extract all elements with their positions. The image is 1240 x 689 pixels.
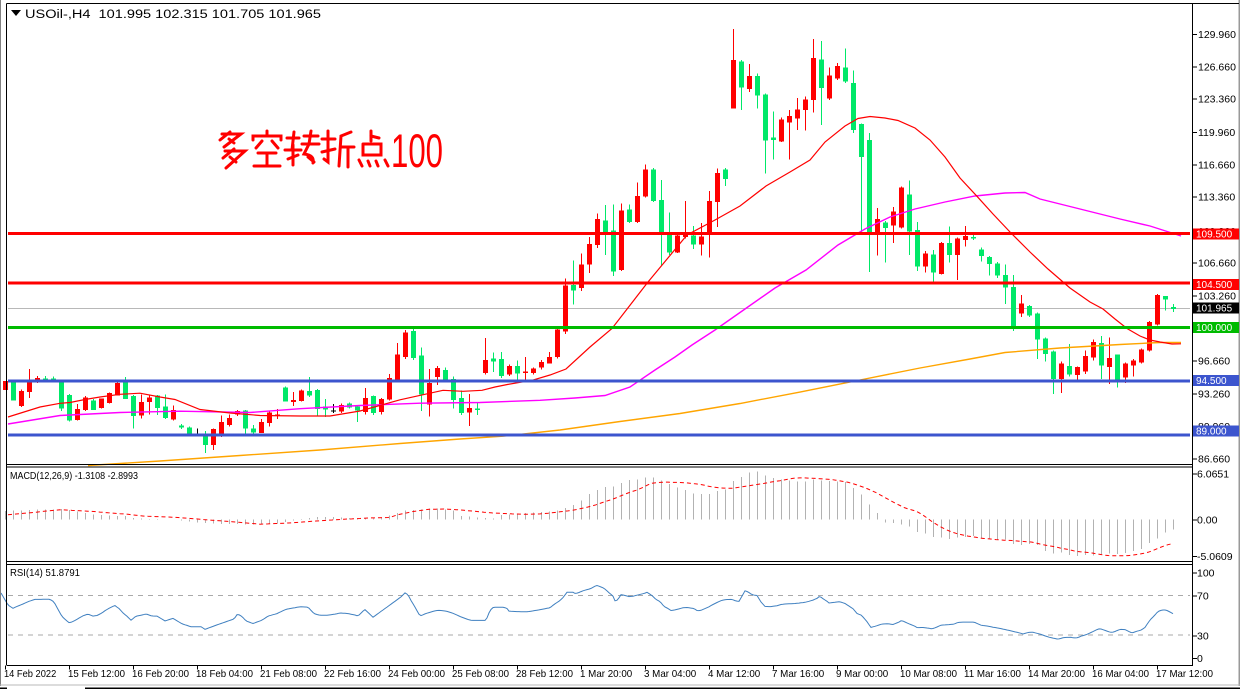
svg-text:0.00: 0.00 xyxy=(1197,515,1218,527)
svg-text:RSI(14) 51.8791: RSI(14) 51.8791 xyxy=(10,567,80,579)
svg-text:104.500: 104.500 xyxy=(1196,280,1233,291)
svg-text:9 Mar 00:00: 9 Mar 00:00 xyxy=(836,668,888,680)
svg-text:1 Mar 20:00: 1 Mar 20:00 xyxy=(580,668,632,680)
svg-text:116.660: 116.660 xyxy=(1198,159,1235,171)
svg-text:14 Feb 2022: 14 Feb 2022 xyxy=(4,668,56,680)
svg-text:109.500: 109.500 xyxy=(1196,229,1233,240)
svg-text:70: 70 xyxy=(1197,591,1209,603)
svg-text:100: 100 xyxy=(391,124,443,177)
svg-text:17 Mar 12:00: 17 Mar 12:00 xyxy=(1156,668,1213,680)
svg-text:16 Feb 20:00: 16 Feb 20:00 xyxy=(132,668,189,680)
svg-text:10 Mar 08:00: 10 Mar 08:00 xyxy=(900,668,957,680)
svg-text:24 Feb 00:00: 24 Feb 00:00 xyxy=(388,668,445,680)
svg-text:103.260: 103.260 xyxy=(1198,291,1236,303)
svg-text:101.965: 101.965 xyxy=(1196,303,1233,314)
svg-text:86.660: 86.660 xyxy=(1198,453,1230,465)
svg-text:25 Feb 08:00: 25 Feb 08:00 xyxy=(452,668,509,680)
svg-text:126.660: 126.660 xyxy=(1198,61,1236,73)
svg-text:93.260: 93.260 xyxy=(1198,389,1230,401)
svg-text:15 Feb 12:00: 15 Feb 12:00 xyxy=(68,668,125,680)
svg-text:100: 100 xyxy=(1197,568,1215,580)
svg-text:3 Mar 04:00: 3 Mar 04:00 xyxy=(644,668,696,680)
svg-text:94.500: 94.500 xyxy=(1196,376,1227,387)
svg-text:7 Mar 16:00: 7 Mar 16:00 xyxy=(772,668,824,680)
svg-text:30: 30 xyxy=(1197,631,1209,643)
svg-text:MACD(12,26,9) -1.3108 -2.8993: MACD(12,26,9) -1.3108 -2.8993 xyxy=(10,470,138,482)
svg-text:113.360: 113.360 xyxy=(1198,192,1235,204)
svg-text:14 Mar 20:00: 14 Mar 20:00 xyxy=(1028,668,1085,680)
svg-text:-5.0609: -5.0609 xyxy=(1197,551,1233,563)
svg-text:21 Feb 08:00: 21 Feb 08:00 xyxy=(260,668,317,680)
svg-text:106.660: 106.660 xyxy=(1198,257,1236,269)
svg-text:123.360: 123.360 xyxy=(1198,94,1236,106)
svg-text:100.000: 100.000 xyxy=(1196,323,1233,334)
svg-text:USOil-,H4 101.995 102.315 101: USOil-,H4 101.995 102.315 101.705 101.96… xyxy=(25,9,321,21)
svg-text:0: 0 xyxy=(1197,653,1203,665)
svg-text:96.660: 96.660 xyxy=(1198,355,1230,367)
svg-text:89.000: 89.000 xyxy=(1196,427,1227,438)
svg-text:4 Mar 12:00: 4 Mar 12:00 xyxy=(708,668,760,680)
svg-text:11 Mar 16:00: 11 Mar 16:00 xyxy=(964,668,1021,680)
svg-text:119.960: 119.960 xyxy=(1198,127,1235,139)
svg-text:22 Feb 16:00: 22 Feb 16:00 xyxy=(324,668,381,680)
svg-text:129.960: 129.960 xyxy=(1198,29,1236,41)
svg-text:6.0651: 6.0651 xyxy=(1197,468,1229,480)
svg-text:28 Feb 12:00: 28 Feb 12:00 xyxy=(516,668,573,680)
svg-text:16 Mar 04:00: 16 Mar 04:00 xyxy=(1092,668,1149,680)
svg-text:18 Feb 04:00: 18 Feb 04:00 xyxy=(196,668,253,680)
